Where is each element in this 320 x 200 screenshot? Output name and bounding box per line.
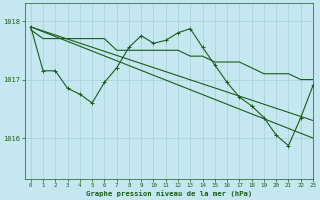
- X-axis label: Graphe pression niveau de la mer (hPa): Graphe pression niveau de la mer (hPa): [86, 190, 252, 197]
